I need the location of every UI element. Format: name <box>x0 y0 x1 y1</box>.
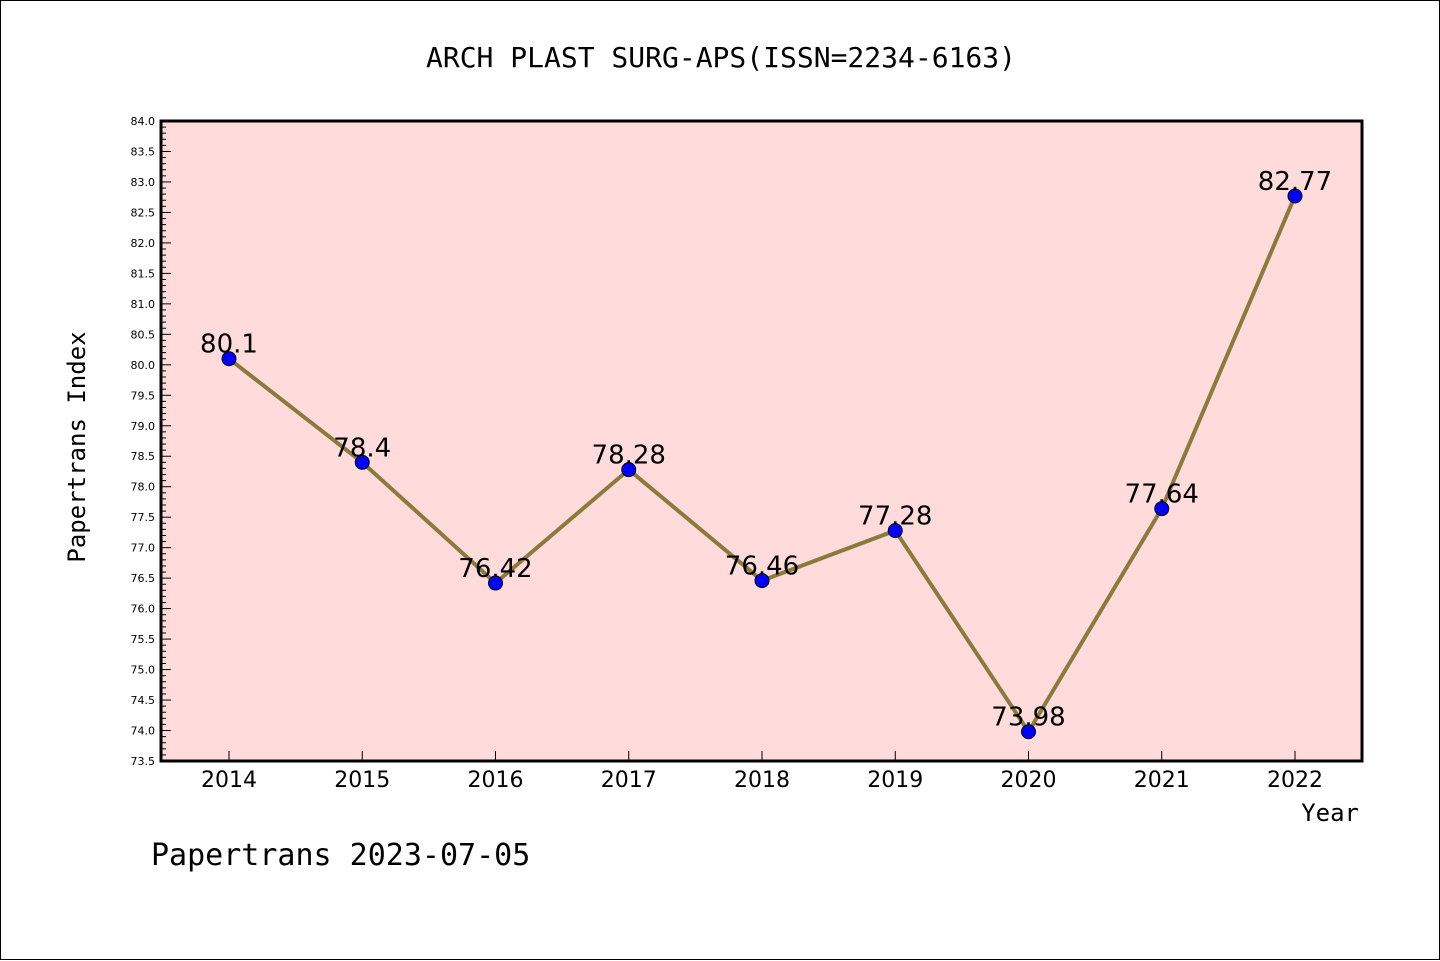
plot-area <box>161 121 1362 761</box>
x-tick-label: 2016 <box>468 768 524 793</box>
x-tick-label: 2020 <box>1001 768 1057 793</box>
data-point <box>221 351 237 367</box>
data-label: 77.28 <box>858 502 932 532</box>
y-tick-label: 76.5 <box>131 572 156 585</box>
x-tick-label: 2015 <box>334 768 390 793</box>
y-tick-label: 80.5 <box>131 328 156 341</box>
y-axis-label: Papertrans Index <box>63 331 91 562</box>
data-point <box>1154 501 1170 517</box>
chart-title: ARCH PLAST SURG-APS(ISSN=2234-6163) <box>426 41 1016 74</box>
footer-caption: Papertrans 2023-07-05 <box>151 838 530 873</box>
y-tick-label: 78.0 <box>131 481 156 494</box>
y-tick-label: 77.0 <box>131 542 156 555</box>
y-tick-label: 79.5 <box>131 389 156 402</box>
data-label: 78.28 <box>592 441 666 471</box>
y-tick-label: 75.5 <box>131 633 156 646</box>
y-tick-label: 73.5 <box>131 755 156 768</box>
x-tick-label: 2019 <box>867 768 923 793</box>
x-tick-label: 2017 <box>601 768 657 793</box>
y-tick-label: 76.0 <box>131 603 156 616</box>
data-point <box>621 462 637 478</box>
y-tick-label: 81.5 <box>131 267 156 280</box>
y-tick-label: 84.0 <box>131 115 156 128</box>
x-tick-label: 2022 <box>1267 768 1323 793</box>
x-tick-label: 2014 <box>201 768 257 793</box>
data-point <box>1287 188 1303 204</box>
series-papertrans-index: 80.1 78.4 76.42 78.28 76.46 77.28 73.98 77.64 82… <box>200 167 1332 740</box>
y-tick-label: 74.0 <box>131 725 156 738</box>
data-label: 82.77 <box>1258 167 1332 197</box>
y-tick-label: 83.5 <box>131 145 156 158</box>
x-tick-label: 2021 <box>1134 768 1190 793</box>
y-tick-label: 75.0 <box>131 664 156 677</box>
y-tick-label: 83.0 <box>131 176 156 189</box>
data-label: 78.4 <box>333 433 391 463</box>
y-tick-label: 74.5 <box>131 694 156 707</box>
data-label: 76.42 <box>458 554 532 584</box>
y-tick-label: 81.0 <box>131 298 156 311</box>
y-tick-label: 82.0 <box>131 237 156 250</box>
y-tick-label: 79.0 <box>131 420 156 433</box>
y-tick-label: 80.0 <box>131 359 156 372</box>
y-tick-label: 77.5 <box>131 511 156 524</box>
x-axis: 2014 2015 2016 2017 2018 2019 2020 2021 2022 <box>201 751 1323 793</box>
y-tick-label: 78.5 <box>131 450 156 463</box>
data-label: 80.1 <box>200 330 258 360</box>
data-point <box>887 523 903 539</box>
data-label: 73.98 <box>991 703 1065 733</box>
x-axis-label: Year <box>1301 799 1359 827</box>
data-point <box>488 575 503 591</box>
data-point <box>754 573 770 589</box>
y-tick-label: 82.5 <box>131 206 156 219</box>
y-axis: 73.5 74.0 74.5 75.0 75.5 76.0 76.5 77.0 77.5 78.0… <box>131 115 171 768</box>
plot-frame <box>159 119 1364 763</box>
x-tick-label: 2018 <box>734 768 790 793</box>
data-point <box>354 454 370 470</box>
data-point <box>1021 724 1036 740</box>
data-label: 76.46 <box>725 552 799 582</box>
data-label: 77.64 <box>1125 480 1199 510</box>
